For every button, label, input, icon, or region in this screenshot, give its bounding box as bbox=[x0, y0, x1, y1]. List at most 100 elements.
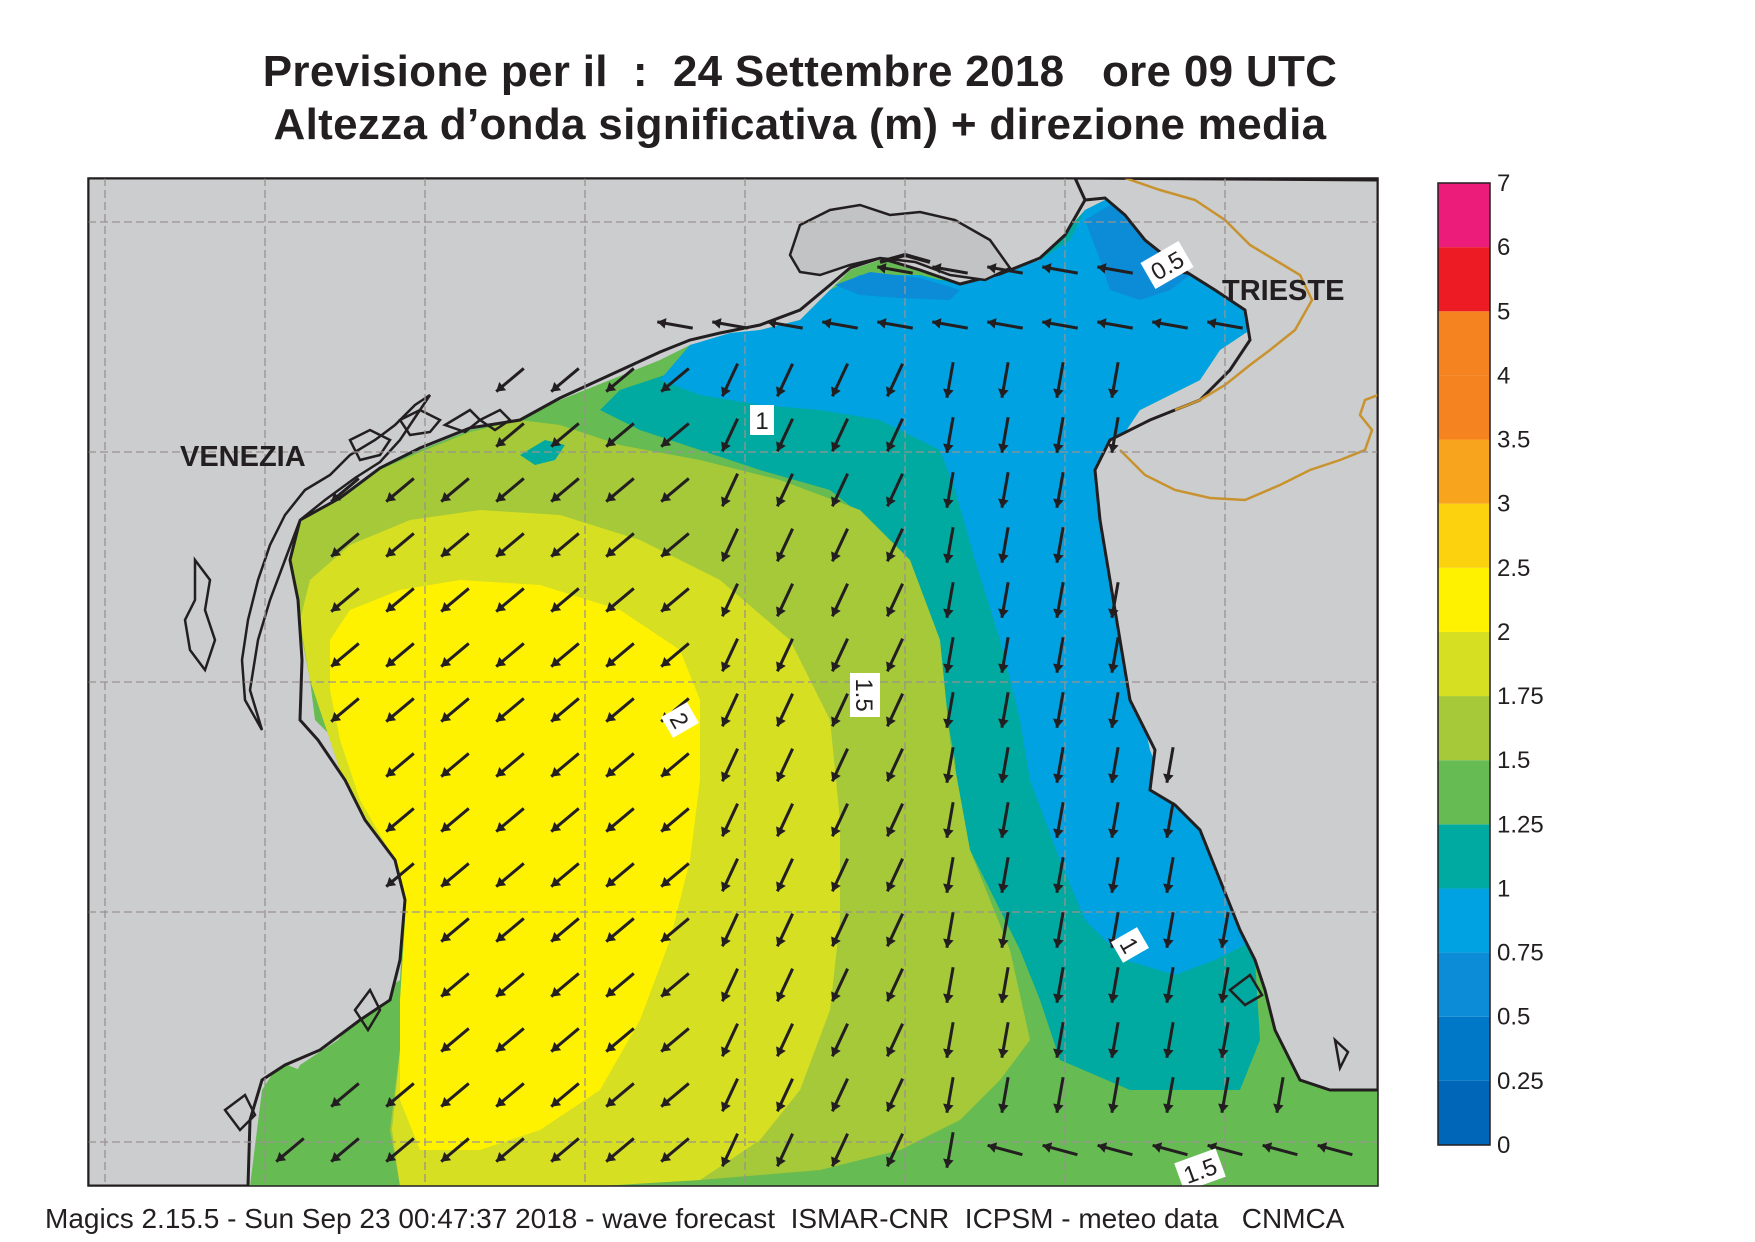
arrow-head-icon bbox=[551, 822, 562, 832]
arrow-head-icon bbox=[776, 936, 786, 947]
arrow-head-icon bbox=[606, 657, 617, 667]
arrow-head-icon bbox=[1218, 1048, 1229, 1058]
arrow-head-icon bbox=[661, 437, 672, 447]
arrow-head-icon bbox=[1053, 883, 1064, 893]
legend-tick-label: 1.25 bbox=[1497, 811, 1544, 838]
arrow-head-icon bbox=[1053, 773, 1064, 783]
arrow-head-icon bbox=[606, 767, 617, 777]
legend-band bbox=[1438, 1080, 1490, 1145]
arrow-head-icon bbox=[551, 1097, 562, 1107]
sea-patch-bottom-left bbox=[250, 1062, 340, 1186]
arrow-head-icon bbox=[943, 938, 954, 948]
arrow-head-icon bbox=[386, 657, 397, 667]
arrow-head-icon bbox=[998, 1103, 1009, 1113]
legend-band bbox=[1438, 824, 1490, 889]
arrow-head-icon bbox=[998, 938, 1009, 948]
arrow-head-icon bbox=[551, 712, 562, 722]
legend-tick-label: 0.5 bbox=[1497, 1004, 1530, 1031]
legend-band bbox=[1438, 631, 1490, 697]
arrow-head-icon bbox=[1108, 993, 1119, 1003]
arrow-head-icon bbox=[721, 551, 731, 562]
arrow-head-icon bbox=[886, 716, 896, 727]
arrow-head-icon bbox=[606, 547, 617, 557]
title-line-2: Altezza d’onda significativa (m) + direz… bbox=[273, 100, 1327, 149]
arrow-head-icon bbox=[776, 1046, 786, 1057]
arrow-head-icon bbox=[276, 1152, 287, 1162]
arrow-head-icon bbox=[721, 936, 731, 947]
arrow-head-icon bbox=[886, 386, 896, 397]
arrow-head-icon bbox=[831, 496, 841, 507]
arrow-head-icon bbox=[551, 602, 562, 612]
arrow-head-icon bbox=[661, 877, 672, 887]
arrow-head-icon bbox=[331, 1097, 342, 1107]
arrow-head-icon bbox=[1163, 993, 1174, 1003]
legend-band bbox=[1438, 183, 1490, 248]
arrow-head-icon bbox=[831, 606, 841, 617]
legend-tick-label: 1.5 bbox=[1497, 747, 1530, 774]
legend-band bbox=[1438, 1016, 1490, 1081]
arrow-head-icon bbox=[943, 718, 954, 728]
arrow-head-icon bbox=[551, 932, 562, 942]
arrow-head-icon bbox=[1163, 1048, 1174, 1058]
arrow-head-icon bbox=[606, 932, 617, 942]
arrow-head-icon bbox=[831, 771, 841, 782]
arrow-head-icon bbox=[661, 932, 672, 942]
legend-band bbox=[1438, 952, 1490, 1017]
venice-lagoon bbox=[240, 393, 432, 731]
arrow-head-icon bbox=[386, 712, 397, 722]
arrow-head-icon bbox=[721, 1046, 731, 1057]
legend-tick-label: 2 bbox=[1497, 619, 1510, 646]
arrow-head-icon bbox=[943, 388, 954, 398]
arrow-head-icon bbox=[606, 1042, 617, 1052]
arrow-head-icon bbox=[1053, 498, 1064, 508]
arrow-head-icon bbox=[1097, 1142, 1108, 1153]
arrow-head-icon bbox=[1152, 318, 1162, 329]
arrow-head-icon bbox=[998, 1048, 1009, 1058]
land-north-italy bbox=[88, 178, 1087, 1186]
arrow-head-icon bbox=[1053, 608, 1064, 618]
arrow-head-icon bbox=[1042, 263, 1052, 274]
arrow-head-icon bbox=[551, 877, 562, 887]
arrow-head-icon bbox=[661, 767, 672, 777]
arrow-head-icon bbox=[496, 1042, 507, 1052]
arrow-head-icon bbox=[1273, 1103, 1284, 1113]
arrow-head-icon bbox=[932, 263, 942, 274]
arrow-head-icon bbox=[1053, 1103, 1064, 1113]
national-border bbox=[1124, 178, 1314, 412]
arrow-head-icon bbox=[943, 443, 954, 453]
arrow-head-icon bbox=[386, 492, 397, 502]
arrow-head-icon bbox=[831, 551, 841, 562]
footer-credits: Magics 2.15.5 - Sun Sep 23 00:47:37 2018… bbox=[45, 1203, 1345, 1234]
legend-tick-label: 3.5 bbox=[1497, 427, 1530, 454]
arrow-head-icon bbox=[661, 547, 672, 557]
arrow-head-icon bbox=[606, 492, 617, 502]
arrow-head-icon bbox=[932, 318, 942, 329]
arrow-head-icon bbox=[441, 712, 452, 722]
arrow-head-icon bbox=[831, 991, 841, 1002]
arrow-head-icon bbox=[1108, 443, 1119, 453]
legend-tick-label: 7 bbox=[1497, 170, 1510, 197]
legend-band bbox=[1438, 503, 1490, 568]
arrow-head-icon bbox=[998, 773, 1009, 783]
arrow-head-icon bbox=[386, 1097, 397, 1107]
arrow-head-icon bbox=[441, 547, 452, 557]
arrow-head-icon bbox=[386, 547, 397, 557]
legend-band bbox=[1438, 311, 1490, 376]
arrow-head-icon bbox=[496, 877, 507, 887]
arrow-head-icon bbox=[661, 382, 672, 392]
legend-tick-label: 6 bbox=[1497, 234, 1510, 261]
arrow-head-icon bbox=[441, 822, 452, 832]
arrow-head-icon bbox=[987, 263, 997, 274]
arrow-head-icon bbox=[661, 987, 672, 997]
arrow-head-icon bbox=[886, 441, 896, 452]
arrow-head-icon bbox=[1108, 1048, 1119, 1058]
sea-band-2-2.5 bbox=[330, 580, 700, 1150]
arrow-head-icon bbox=[886, 771, 896, 782]
arrow-head-icon bbox=[886, 496, 896, 507]
arrow-head-icon bbox=[943, 608, 954, 618]
arrow-head-icon bbox=[998, 993, 1009, 1003]
arrow-head-icon bbox=[943, 1103, 954, 1113]
arrow-head-icon bbox=[386, 1152, 397, 1162]
arrow-head-icon bbox=[1207, 318, 1217, 329]
legend-band bbox=[1438, 760, 1490, 825]
